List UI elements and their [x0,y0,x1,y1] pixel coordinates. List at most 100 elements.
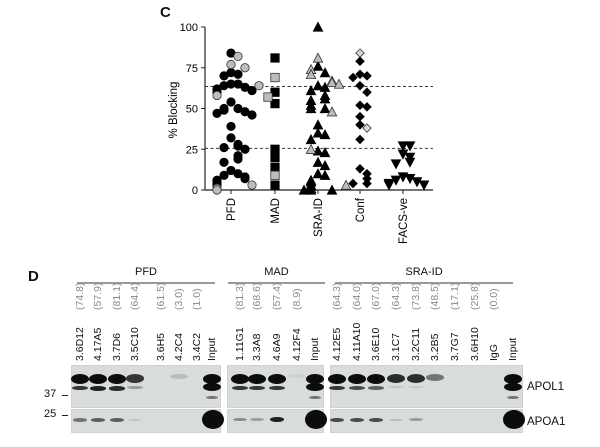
data-point-sra-id [319,169,331,180]
lane-value: (25.8) [469,282,481,310]
band-apol1 [170,374,188,379]
band-apoa1 [270,417,284,422]
band-apol1 [108,374,126,384]
group-title-pfd: PFD [135,266,157,278]
x-tick-label: FACS-ve [398,198,410,244]
x-tick-label: PFD [226,198,238,221]
data-point-sra-id [312,80,324,91]
data-point-pfd [226,59,236,70]
band-apol1-lower [388,386,404,389]
lane-label: 4.11A10 [351,322,363,361]
group-title-mad: MAD [264,266,289,278]
lane-label: 3.1C7 [390,332,402,361]
lane-label: 3.5C10 [129,327,141,361]
protein-label-apoa1: APOA1 [527,416,566,428]
band-apol1-lower [349,386,365,391]
data-point-sra-id [326,184,338,195]
data-point-pfd [233,154,243,164]
data-point-facs-ve [418,180,430,191]
data-point-pfd [219,71,229,81]
lane-value: (57.9) [92,282,104,310]
data-point-pfd [219,143,229,153]
x-tick-label: MAD [270,198,282,224]
data-point-facs-ve [411,177,423,188]
band-apol1-lower [368,386,384,390]
data-point-sra-id [319,67,331,78]
lane-label: 1.11G1 [234,327,246,361]
data-point-pfd [233,69,243,79]
data-point-pfd [240,144,250,154]
y-tick-label: 100 [180,22,198,34]
mw-marker-25: 25 [44,408,57,420]
data-point-conf [355,80,365,91]
lane-value: (64.0) [351,282,363,310]
band-apol1 [348,374,366,384]
data-point-facs-ve [404,141,416,152]
data-point-pfd [254,81,264,91]
band-apol1 [231,374,249,384]
band-apol1 [126,374,144,383]
data-point-pfd [240,63,250,73]
band-apoa1 [350,417,364,422]
lane-value: (68.6) [251,282,263,310]
data-point-facs-ve [390,175,402,186]
band-apol1-input-lower [203,383,221,391]
data-point-pfd [247,110,257,120]
band-apol1-lower [109,386,125,391]
data-point-mad [270,180,280,190]
lane-value: (64.3) [390,282,402,310]
data-point-conf [355,120,365,130]
data-point-mad [270,53,280,63]
band-apol1 [367,374,385,384]
band-apol1 [426,374,444,381]
band-apoa1 [128,418,142,422]
band-apol1-lower [232,386,248,391]
data-point-pfd [233,51,243,61]
lane-label: Input [309,337,321,361]
data-point-mad [270,144,280,154]
data-point-facs-ve [383,180,395,191]
band-apol1 [328,374,346,384]
panel-c-label: C [160,4,171,21]
y-axis-label: % Blocking [168,82,180,139]
data-point-sra-id [305,133,317,145]
band-apoa1 [233,418,247,422]
data-point-pfd [240,173,250,184]
data-point-conf [362,123,372,133]
data-point-pfd [212,108,222,118]
band-apol1-lower [408,386,424,389]
band-apol1-lower [329,386,345,391]
band-apol1-lower [127,386,143,389]
lane-label: 3.2B5 [429,333,441,361]
data-point-sra-id [340,179,352,190]
mw-tick-37 [62,395,68,396]
mw-tick-25 [62,415,68,416]
band-apoa1 [91,417,105,422]
y-tick-label: 75 [186,63,198,75]
data-point-pfd [226,97,236,107]
data-point-conf [355,100,365,111]
band-apoa1-input [503,410,525,429]
data-point-facs-ve [404,152,416,163]
data-point-sra-id [319,159,331,171]
group-underline [228,282,325,284]
data-point-conf [362,102,372,112]
lane-label: 3.6H10 [469,327,481,361]
band-apol1-input-faint [206,396,218,399]
data-point-mad [270,99,280,109]
data-point-sra-id [319,129,331,140]
data-point-pfd [247,85,257,96]
data-point-sra-id [326,106,338,117]
data-point-sra-id [298,184,310,195]
band-apol1 [387,374,405,384]
data-point-conf [348,178,358,189]
band-apoa1 [250,418,264,422]
lane-label: 3.6D12 [74,327,86,361]
lane-label: 3.7D6 [111,332,123,361]
lane-value: (81.1) [111,282,123,310]
data-point-conf [355,164,365,174]
data-point-sra-id [305,143,317,154]
lane-value: (8.9) [291,288,303,310]
protein-label-apol1: APOL1 [527,381,565,393]
lane-label: 4.12E5 [331,327,343,361]
